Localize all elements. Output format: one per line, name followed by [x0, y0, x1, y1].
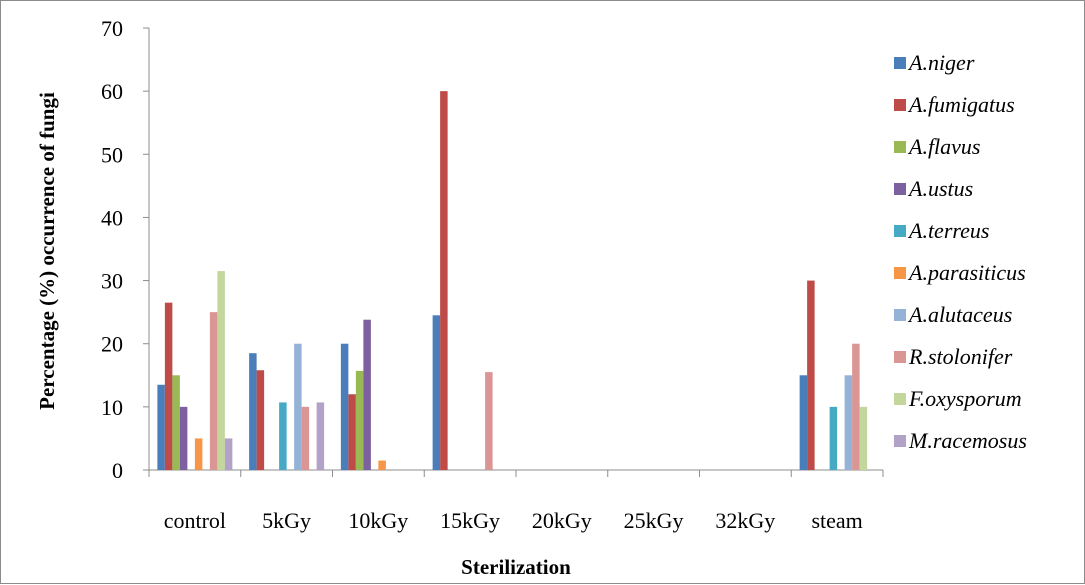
x-axis-title: Sterilization	[461, 555, 571, 579]
bar	[799, 375, 808, 470]
x-tick-label: steam	[811, 508, 862, 533]
bar	[179, 406, 188, 470]
bar	[301, 406, 310, 470]
bar	[348, 394, 356, 470]
bar	[164, 302, 173, 470]
bar	[256, 370, 265, 470]
bar	[209, 312, 218, 470]
y-tick-label: 10	[101, 395, 123, 420]
bar	[485, 372, 493, 470]
x-tick-label: 15kGy	[440, 508, 500, 533]
x-tick-label: 10kGy	[348, 508, 408, 533]
legend-label: R.stolonifer	[908, 344, 1013, 369]
y-tick-label: 70	[101, 16, 123, 41]
y-tick-label: 30	[101, 269, 123, 294]
legend-label: A.ustus	[907, 176, 973, 201]
x-tick-label: 20kGy	[532, 508, 592, 533]
bar	[340, 343, 349, 470]
bars-group	[157, 91, 868, 471]
y-tick-label: 0	[112, 458, 123, 483]
y-axis: 0 10 20 30 40 50 60 70	[101, 16, 150, 483]
legend-label: A.parasiticus	[907, 260, 1026, 285]
bar	[355, 370, 364, 470]
bar	[829, 406, 838, 470]
legend-swatch	[894, 141, 906, 153]
legend-swatch	[894, 267, 906, 279]
legend-swatch	[894, 57, 906, 69]
legend-swatch	[894, 99, 906, 111]
legend-swatch	[894, 435, 906, 447]
y-tick-label: 20	[101, 332, 123, 357]
y-tick-label: 40	[101, 205, 123, 230]
bar	[378, 460, 386, 470]
y-tick-label: 50	[101, 142, 123, 167]
bar	[217, 271, 225, 470]
legend-swatch	[894, 351, 906, 363]
x-tick-label: 5kGy	[262, 508, 311, 533]
bar	[807, 280, 815, 470]
bar	[294, 343, 302, 470]
legend-swatch	[894, 183, 906, 195]
bar	[852, 343, 860, 470]
legend-label: F.oxysporum	[908, 386, 1022, 411]
x-tick-label: 32kGy	[715, 508, 775, 533]
bar	[844, 375, 853, 470]
legend-swatch	[894, 393, 906, 405]
bar	[859, 406, 868, 470]
bar	[432, 315, 441, 470]
legend-label: A.niger	[907, 50, 975, 75]
bar	[224, 438, 233, 470]
x-tick-label: 25kGy	[624, 508, 684, 533]
bar	[279, 402, 287, 470]
y-tick-label: 60	[101, 79, 123, 104]
bar	[440, 91, 448, 471]
legend: A.niger A.fumigatus A.flavus A.ustus A.terre…	[894, 50, 1027, 453]
legend-label: M.racemosus	[908, 428, 1027, 453]
bar	[157, 384, 165, 470]
bar	[249, 353, 257, 470]
legend-swatch	[894, 225, 906, 237]
legend-label: A.fumigatus	[907, 92, 1015, 117]
x-axis: control 5kGy 10kGy 15kGy 20kGy 25kGy 32kGy stea…	[148, 469, 884, 533]
legend-label: A.alutaceus	[907, 302, 1012, 327]
bar	[194, 438, 203, 470]
bar	[172, 375, 180, 470]
bar	[363, 319, 371, 470]
legend-label: A.terreus	[907, 218, 989, 243]
legend-label: A.flavus	[907, 134, 981, 159]
x-tick-label: control	[164, 508, 226, 533]
y-axis-title: Percentage (%) occurrence of fungi	[35, 92, 59, 410]
bar	[316, 402, 325, 470]
legend-swatch	[894, 309, 906, 321]
